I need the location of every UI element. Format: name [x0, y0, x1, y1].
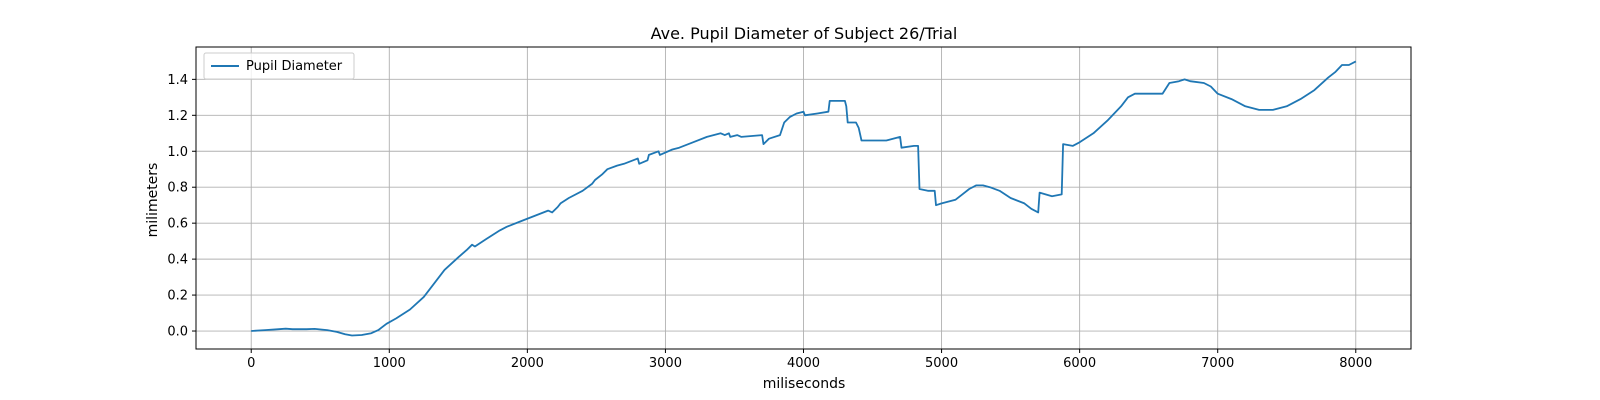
x-tick-label: 4000 [787, 356, 820, 371]
y-tick-label: 0.4 [167, 253, 188, 268]
x-tick-label: 7000 [1201, 356, 1234, 371]
legend: Pupil Diameter [203, 52, 355, 80]
legend-box [203, 52, 355, 80]
y-tick-label: 1.4 [167, 73, 188, 88]
y-tick-label: 0.6 [167, 217, 188, 232]
y-tick-label: 1.0 [167, 145, 188, 160]
y-tick-label: 0.2 [167, 289, 188, 304]
x-tick-label: 5000 [925, 356, 958, 371]
y-axis-ticks: 0.0 0.2 0.4 0.6 0.8 1.0 1.2 1.4 [167, 73, 196, 340]
x-tick-label: 1000 [373, 356, 406, 371]
x-tick-label: 0 [247, 356, 255, 371]
legend-label: Pupil Diameter [246, 59, 343, 74]
y-axis-label: milimeters [145, 163, 161, 238]
x-axis-label: miliseconds [763, 376, 846, 392]
x-tick-label: 8000 [1339, 356, 1372, 371]
line-series-layer [251, 60, 1357, 337]
grid [196, 47, 1411, 349]
y-tick-label: 1.2 [167, 109, 188, 124]
x-tick-label: 3000 [649, 356, 682, 371]
x-tick-label: 6000 [1063, 356, 1096, 371]
y-tick-label: 0.0 [167, 325, 188, 340]
y-tick-label: 0.8 [167, 181, 188, 196]
pupil-diameter-line [251, 60, 1357, 337]
chart-title: Ave. Pupil Diameter of Subject 26/Trial [651, 24, 958, 43]
x-tick-label: 2000 [511, 356, 544, 371]
x-axis-ticks: 0 1000 2000 3000 4000 5000 6000 7000 8000 [247, 349, 1372, 371]
